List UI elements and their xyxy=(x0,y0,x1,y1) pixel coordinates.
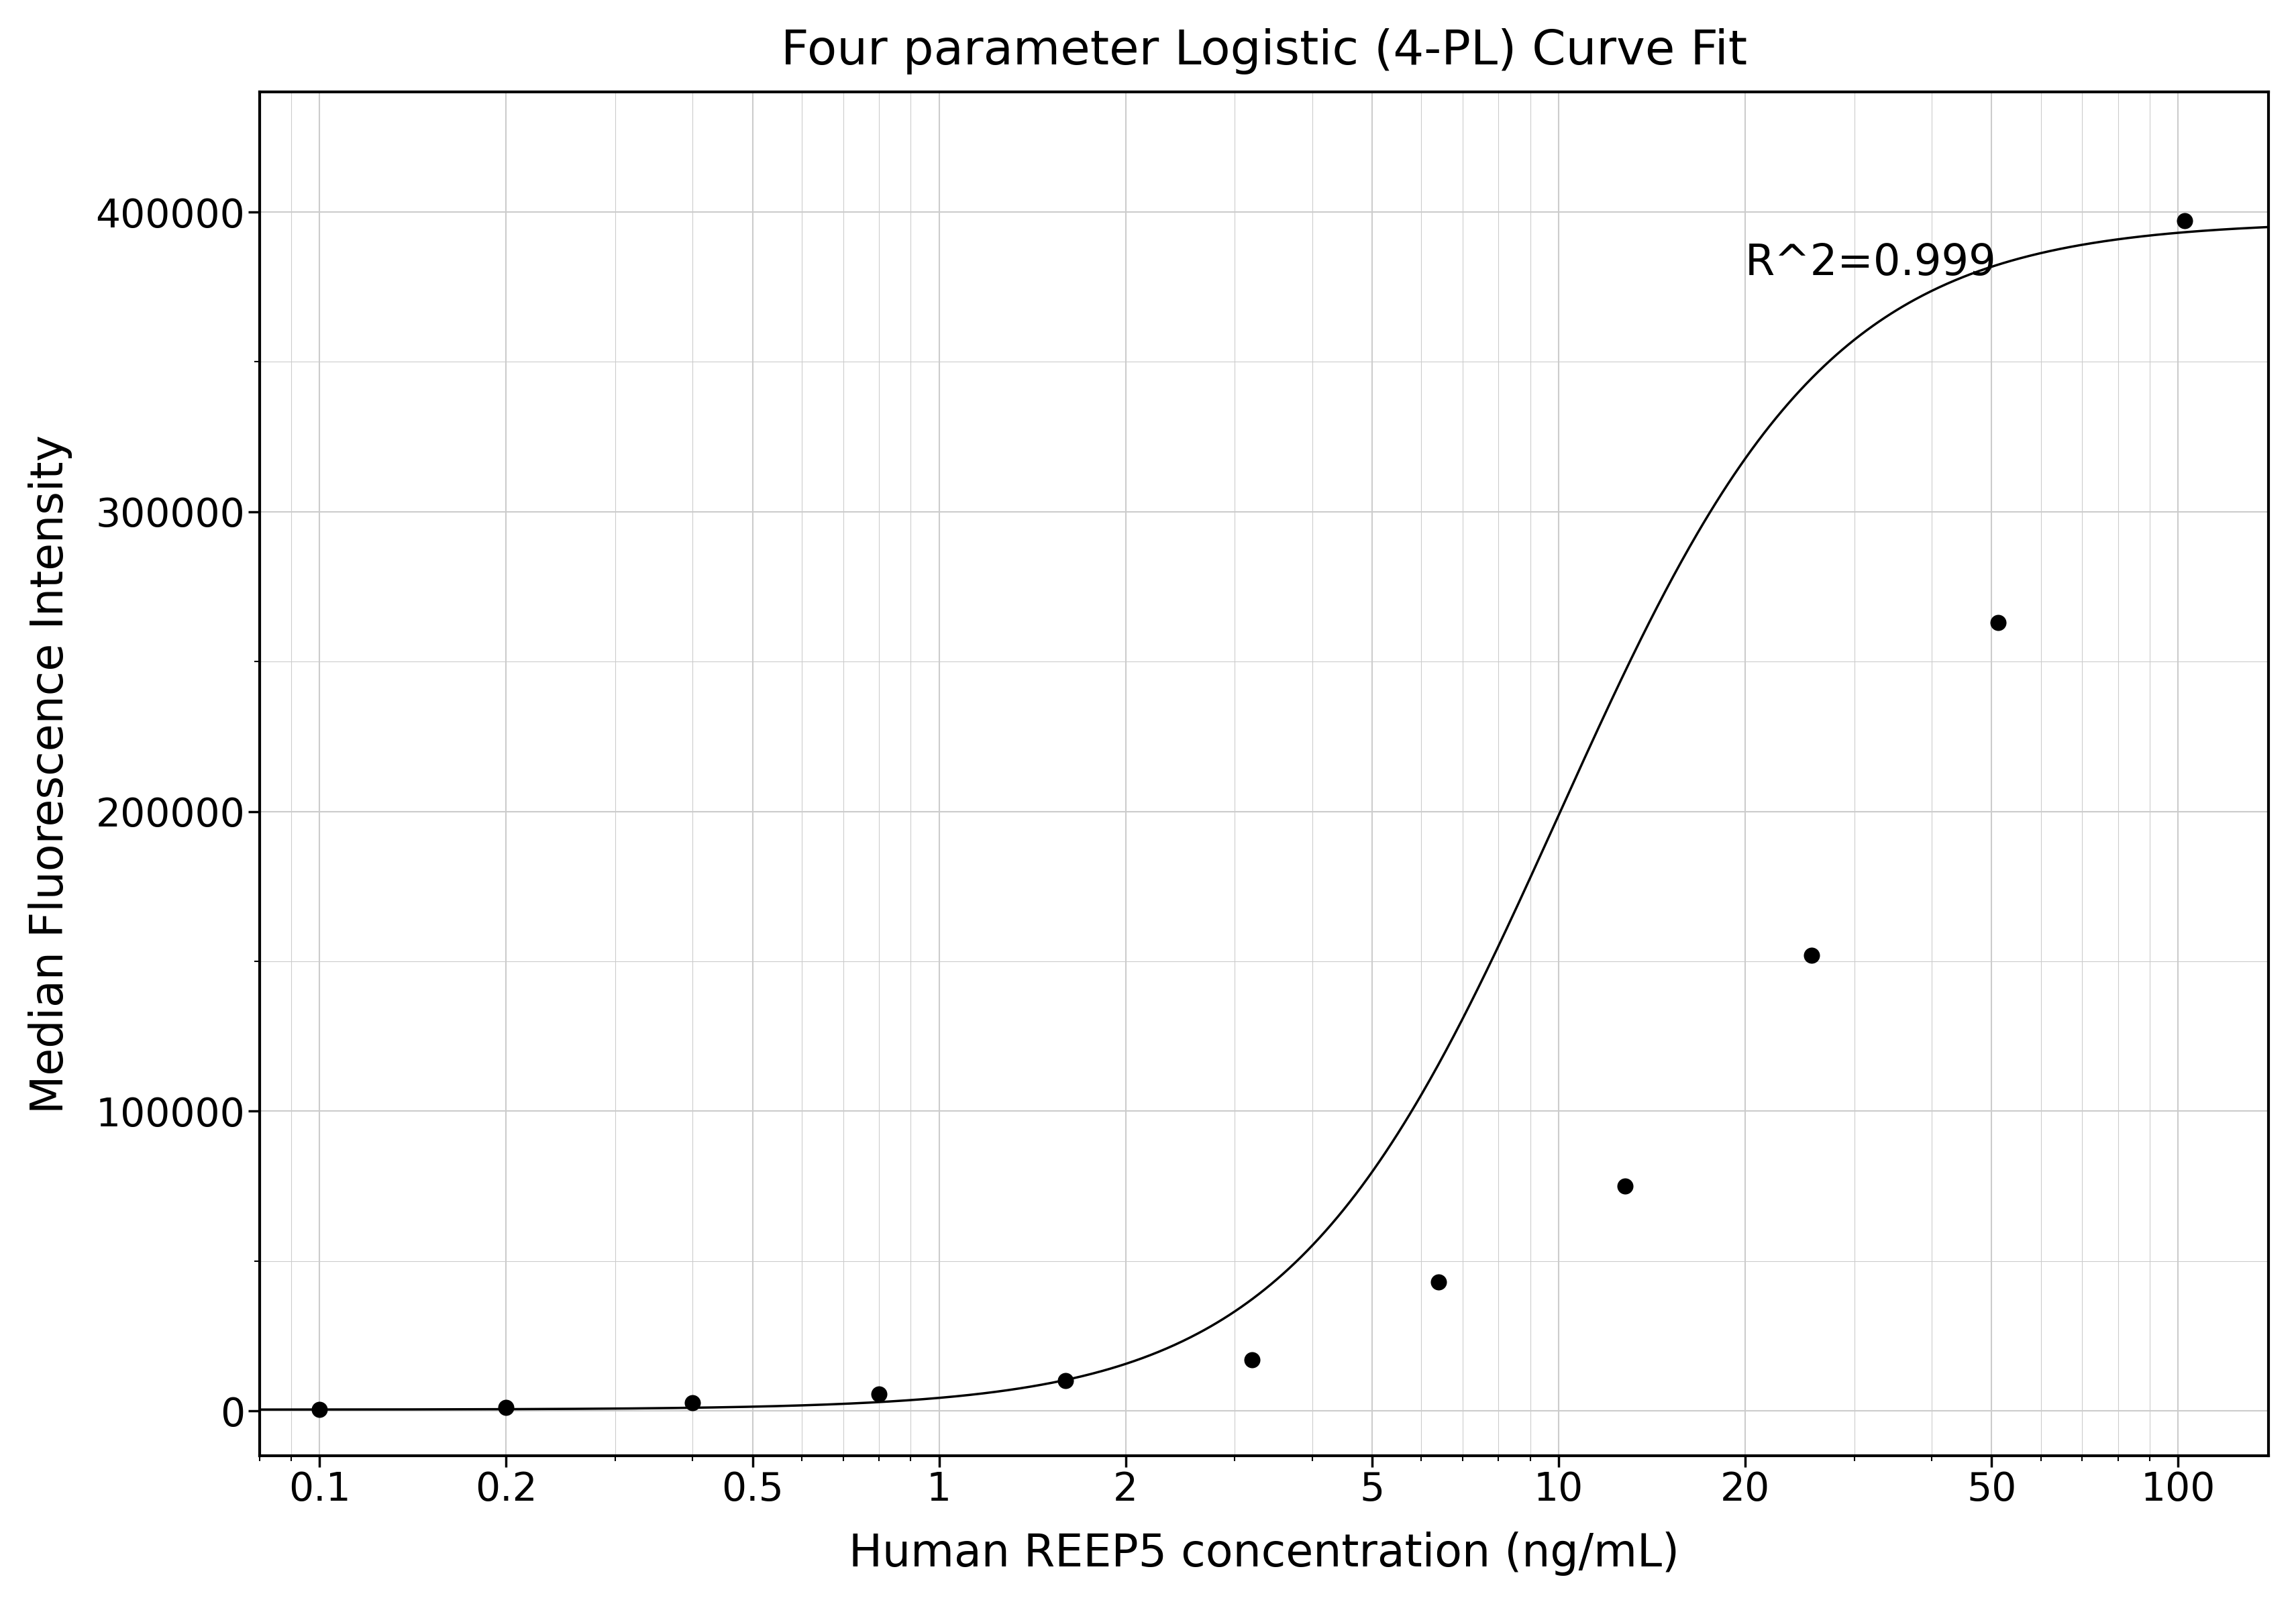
Point xyxy=(1979,610,2016,635)
Point xyxy=(1607,1173,1644,1198)
X-axis label: Human REEP5 concentration (ng/mL): Human REEP5 concentration (ng/mL) xyxy=(850,1532,1678,1577)
Point xyxy=(861,1381,898,1407)
Text: R^2=0.999: R^2=0.999 xyxy=(1745,242,1995,284)
Point xyxy=(1419,1269,1456,1294)
Title: Four parameter Logistic (4-PL) Curve Fit: Four parameter Logistic (4-PL) Curve Fit xyxy=(781,27,1747,74)
Point xyxy=(2165,209,2202,234)
Point xyxy=(675,1389,712,1415)
Y-axis label: Median Fluorescence Intensity: Median Fluorescence Intensity xyxy=(28,435,71,1113)
Point xyxy=(301,1397,338,1423)
Point xyxy=(487,1394,523,1420)
Point xyxy=(1793,943,1830,969)
Point xyxy=(1233,1347,1270,1373)
Point xyxy=(1047,1368,1084,1394)
